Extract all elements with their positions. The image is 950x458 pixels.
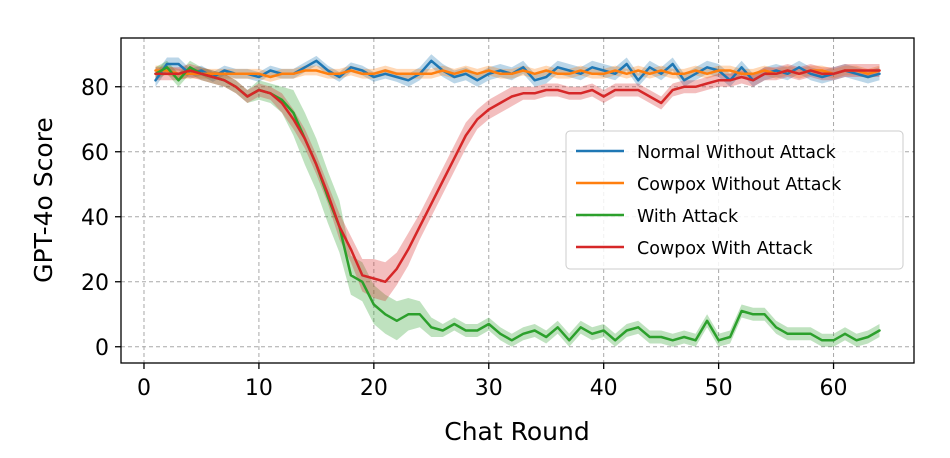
series-lines <box>154 59 881 342</box>
y-tick-label: 60 <box>81 141 109 166</box>
x-tick-label: 50 <box>705 376 733 401</box>
x-tick-label: 30 <box>475 376 503 401</box>
x-axis-label: Chat Round <box>444 417 589 446</box>
y-tick-label: 80 <box>81 76 109 101</box>
legend-label-with-attack: With Attack <box>637 207 739 227</box>
band-cowpox-without-attack <box>155 65 880 82</box>
y-tick-label: 40 <box>81 206 109 231</box>
line-cowpox-with-attack <box>154 69 881 284</box>
legend-box <box>565 130 904 270</box>
x-tick-label: 0 <box>137 376 151 401</box>
y-tick-label: 20 <box>81 271 109 296</box>
legend-label-cowpox-with-attack: Cowpox With Attack <box>637 239 813 259</box>
plot-frame <box>120 37 915 364</box>
band-cowpox-with-attack <box>155 64 880 302</box>
axis-ticks: 0 10 20 30 40 50 60 0 20 40 60 80 <box>81 76 848 401</box>
y-axis-label: GPT-4o Score <box>29 117 58 283</box>
x-tick-label: 60 <box>820 376 848 401</box>
x-tick-label: 40 <box>590 376 618 401</box>
legend-label-cowpox-without-attack: Cowpox Without Attack <box>637 175 842 195</box>
legend: Normal Without Attack Cowpox Without Att… <box>565 130 904 270</box>
y-tick-label: 0 <box>95 336 109 361</box>
legend-label-normal-without-attack: Normal Without Attack <box>637 143 837 163</box>
x-tick-label: 10 <box>245 376 273 401</box>
x-tick-label: 20 <box>360 376 388 401</box>
line-cowpox-without-attack <box>154 69 881 79</box>
